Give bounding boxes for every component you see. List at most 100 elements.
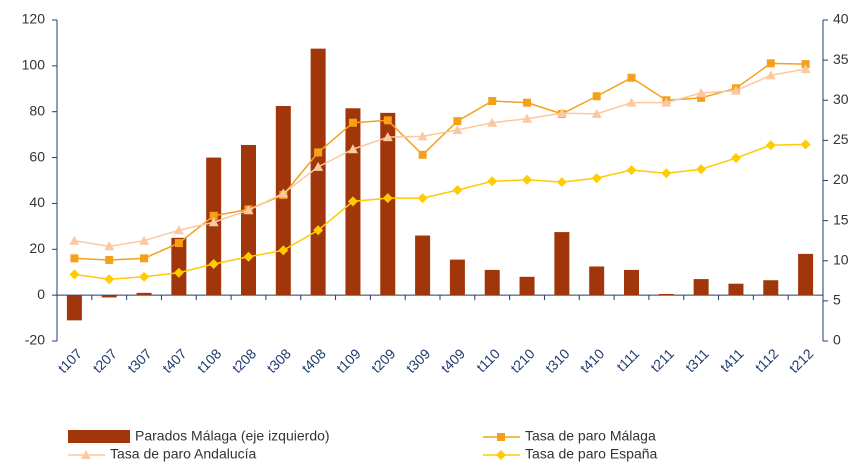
y-tick-label: 20 <box>29 240 45 256</box>
x-tick-label: t410 <box>577 345 608 376</box>
marker <box>696 88 707 98</box>
marker <box>730 153 741 164</box>
marker <box>487 117 498 127</box>
bar <box>798 253 814 296</box>
y2-tick-label: 10 <box>833 251 849 267</box>
marker <box>800 63 811 73</box>
y-tick-label: 80 <box>29 102 45 118</box>
x-tick-label: t211 <box>647 345 677 375</box>
legend-label: Tasa de paro Andalucía <box>110 446 257 462</box>
marker <box>313 225 324 236</box>
x-tick-label: t110 <box>473 345 503 375</box>
marker <box>69 235 80 245</box>
y2-tick-label: 5 <box>833 292 841 308</box>
y2-tick-label: 0 <box>833 332 841 348</box>
marker <box>139 235 150 245</box>
marker <box>627 73 636 82</box>
bar <box>101 295 117 298</box>
marker <box>661 97 672 107</box>
marker <box>104 274 115 285</box>
marker <box>766 59 775 68</box>
marker <box>347 196 358 207</box>
marker <box>626 165 637 176</box>
bar <box>206 157 222 296</box>
line <box>74 68 806 248</box>
bar <box>380 112 396 296</box>
marker <box>765 140 776 151</box>
marker <box>730 85 741 95</box>
x-tick-label: t207 <box>89 345 120 376</box>
marker <box>313 161 324 171</box>
bar <box>415 235 431 296</box>
marker <box>453 117 462 126</box>
marker <box>661 168 672 179</box>
bar <box>171 237 187 296</box>
marker <box>418 150 427 159</box>
x-tick-label: t309 <box>403 345 434 376</box>
x-tick-label: t411 <box>717 345 747 375</box>
marker <box>523 98 532 107</box>
marker <box>139 271 150 282</box>
x-tick-label: t308 <box>263 345 294 376</box>
bar <box>763 280 779 296</box>
x-tick-label: t107 <box>55 345 86 376</box>
bar <box>449 259 465 296</box>
y-tick-label: 40 <box>29 194 45 210</box>
marker <box>140 254 149 263</box>
marker <box>497 433 505 441</box>
y-tick-label: 60 <box>29 148 45 164</box>
marker <box>209 211 218 220</box>
marker <box>592 92 601 101</box>
marker <box>417 131 428 141</box>
marker <box>70 254 79 263</box>
marker <box>452 124 463 134</box>
bar <box>519 276 535 296</box>
y2-tick-label: 30 <box>833 91 849 107</box>
bar <box>658 293 674 296</box>
marker <box>765 70 776 80</box>
legend-label: Tasa de paro España <box>525 446 658 462</box>
bar <box>728 283 744 296</box>
x-tick-label: t112 <box>752 345 782 375</box>
marker <box>174 239 183 248</box>
x-tick-label: t109 <box>333 345 364 376</box>
marker <box>383 116 392 125</box>
marker <box>105 255 114 264</box>
x-tick-label: t409 <box>438 345 469 376</box>
line <box>74 62 806 261</box>
y-tick-label: 0 <box>37 286 45 302</box>
bar <box>484 269 500 296</box>
marker <box>278 188 289 198</box>
legend-swatch <box>68 430 130 443</box>
marker <box>556 177 567 188</box>
x-tick-label: t210 <box>507 345 538 376</box>
marker <box>591 173 602 184</box>
y-tick-label: -20 <box>25 332 45 348</box>
marker <box>208 258 219 269</box>
marker <box>522 174 533 185</box>
marker <box>314 148 323 157</box>
legend-label: Parados Málaga (eje izquierdo) <box>135 428 330 444</box>
marker <box>243 251 254 262</box>
marker <box>208 217 219 227</box>
bar <box>693 279 709 296</box>
marker <box>800 139 811 150</box>
marker <box>104 241 115 251</box>
marker <box>696 164 707 175</box>
marker <box>496 450 506 460</box>
marker <box>556 108 567 118</box>
marker <box>452 185 463 196</box>
y2-tick-label: 40 <box>833 11 849 27</box>
marker <box>417 193 428 204</box>
y2-tick-label: 15 <box>833 211 849 227</box>
marker <box>347 144 358 154</box>
x-tick-label: t310 <box>542 345 573 376</box>
marker <box>81 450 91 459</box>
marker <box>243 205 254 215</box>
bar <box>241 144 256 296</box>
bar <box>554 232 570 296</box>
marker <box>626 97 637 107</box>
bar <box>66 295 82 321</box>
legend-label: Tasa de paro Málaga <box>525 428 656 444</box>
